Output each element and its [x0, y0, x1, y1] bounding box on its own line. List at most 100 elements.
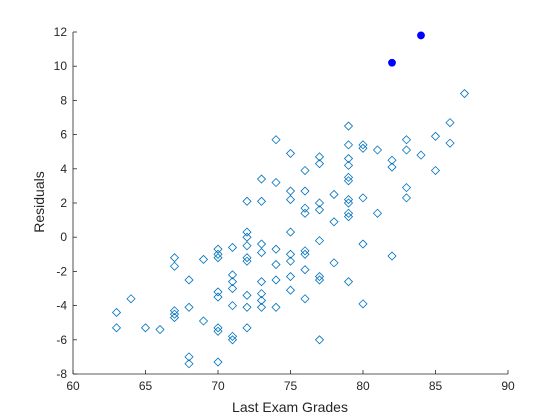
- data-point: [242, 196, 252, 206]
- y-tick-label: -6: [56, 333, 67, 347]
- data-point: [416, 150, 426, 160]
- data-point: [314, 271, 325, 282]
- y-tick-label: -8: [56, 367, 67, 381]
- x-tick-label: 65: [139, 379, 153, 393]
- data-markers: [111, 31, 470, 369]
- data-point: [256, 302, 267, 312]
- data-point: [242, 241, 252, 251]
- data-point: [358, 299, 368, 309]
- data-point: [256, 248, 267, 258]
- data-point: [343, 153, 354, 164]
- data-point: [213, 323, 223, 333]
- data-point: [184, 275, 194, 285]
- data-point: [169, 313, 180, 323]
- data-point: [271, 302, 281, 312]
- x-tick-label: 90: [501, 379, 515, 393]
- data-point: [314, 198, 325, 208]
- data-point: [213, 357, 223, 367]
- y-tick-label: 2: [60, 196, 67, 210]
- y-tick-label: 12: [54, 25, 68, 39]
- data-point: [343, 140, 354, 150]
- data-point: [445, 118, 455, 128]
- data-point: [271, 177, 281, 188]
- data-point: [184, 359, 194, 369]
- data-point: [242, 302, 252, 312]
- data-point: [445, 138, 455, 148]
- data-point: [256, 295, 267, 306]
- data-point: [227, 301, 238, 311]
- data-point: [343, 160, 354, 170]
- data-point: [271, 244, 281, 254]
- data-point: [198, 254, 209, 264]
- data-point: [300, 294, 310, 304]
- data-point: [169, 306, 180, 316]
- data-point: [300, 249, 310, 259]
- y-tick-label: 6: [60, 128, 67, 142]
- data-point: [256, 174, 267, 184]
- data-point: [343, 212, 354, 222]
- data-point: [372, 208, 383, 218]
- data-point: [314, 205, 325, 215]
- data-point: [285, 249, 296, 259]
- data-point: [300, 165, 310, 176]
- data-point: [285, 271, 296, 282]
- data-point: [213, 326, 223, 336]
- data-point: [242, 290, 252, 300]
- y-axis-label: Residuals: [31, 171, 47, 232]
- data-point: [329, 189, 339, 200]
- data-point: [140, 323, 151, 333]
- outlier-point: [388, 58, 396, 67]
- x-tick-label: 80: [356, 379, 370, 393]
- data-point: [242, 227, 252, 237]
- data-point: [343, 208, 354, 218]
- x-tick-label: 75: [284, 379, 298, 393]
- data-point: [343, 176, 354, 186]
- data-point: [401, 145, 412, 155]
- data-point: [169, 261, 180, 271]
- data-point: [300, 186, 310, 196]
- outlier-point: [417, 31, 425, 40]
- data-point: [387, 155, 397, 165]
- data-point: [358, 140, 368, 150]
- data-point: [213, 253, 223, 263]
- data-point: [227, 331, 238, 341]
- data-point: [343, 121, 354, 131]
- data-point: [358, 143, 368, 153]
- data-point: [285, 195, 296, 205]
- data-point: [329, 258, 339, 268]
- data-point: [430, 165, 441, 176]
- data-point: [372, 145, 383, 155]
- data-point: [459, 88, 470, 99]
- data-point: [300, 208, 310, 218]
- data-point: [271, 275, 281, 285]
- data-point: [111, 307, 122, 318]
- data-point: [300, 265, 310, 275]
- y-tick-label: -4: [56, 299, 67, 313]
- data-point: [314, 275, 325, 285]
- data-point: [198, 316, 209, 326]
- data-point: [329, 217, 339, 227]
- data-point: [285, 227, 296, 237]
- data-point: [227, 270, 238, 280]
- x-axis-label: Last Exam Grades: [232, 399, 348, 415]
- data-point: [227, 242, 238, 253]
- y-tick-label: -2: [56, 264, 67, 278]
- data-point: [242, 256, 252, 266]
- data-point: [300, 203, 310, 213]
- data-point: [169, 309, 180, 319]
- data-point: [285, 256, 296, 266]
- data-point: [242, 323, 252, 333]
- data-point: [256, 196, 267, 206]
- data-point: [184, 352, 194, 362]
- data-point: [126, 294, 136, 304]
- data-point: [285, 285, 296, 295]
- data-point: [401, 193, 412, 203]
- axes: 60 65 70 75 80 85 90 -8 -6 -4 -2 0 2 4 6 8 10 12: [54, 25, 515, 393]
- data-point: [271, 135, 281, 145]
- y-tick-label: 10: [54, 59, 68, 73]
- data-point: [111, 323, 122, 333]
- data-point: [256, 289, 267, 299]
- y-tick-label: 0: [60, 230, 67, 244]
